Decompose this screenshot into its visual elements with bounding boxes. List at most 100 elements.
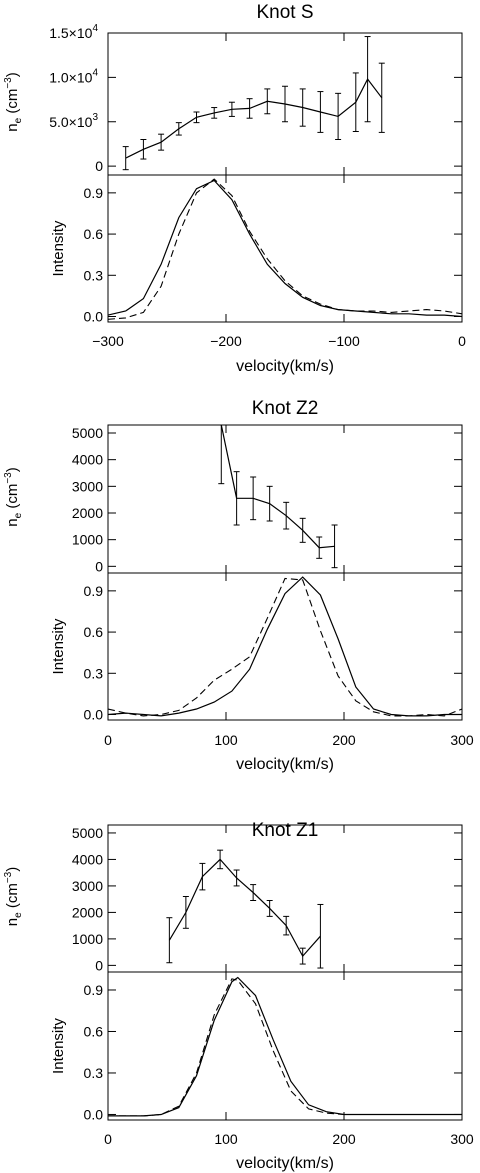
panel-title: Knot Z1 bbox=[252, 820, 319, 841]
intensity-plot: 0.0 0.3 0.6 0.9 0 100 200 300 Intensity bbox=[50, 572, 474, 748]
density-ytick-label: 3000 bbox=[72, 878, 103, 894]
density-errorbar bbox=[283, 501, 290, 530]
density-ytick-mantissa: 2000 bbox=[72, 904, 103, 920]
density-errorbar bbox=[166, 917, 173, 964]
intensity-frame bbox=[107, 174, 463, 323]
density-ylabel-exp: −3 bbox=[3, 472, 14, 484]
x-tick-label: 100 bbox=[214, 732, 238, 748]
density-errorbar bbox=[246, 98, 253, 119]
density-frame bbox=[107, 824, 463, 973]
density-ytick-mantissa: 3000 bbox=[72, 878, 103, 894]
density-ytick-label: 2000 bbox=[72, 505, 103, 521]
density-line bbox=[125, 77, 383, 159]
density-errorbar bbox=[211, 107, 218, 119]
density-ylabel-close: ) bbox=[4, 467, 21, 472]
density-ylabel-n: n bbox=[4, 123, 21, 131]
density-ylabel-exp: −3 bbox=[3, 871, 14, 883]
density-ytick-mantissa: 0 bbox=[95, 558, 103, 574]
density-ytick-label: 5000 bbox=[72, 425, 103, 441]
x-tick-label: 300 bbox=[450, 732, 474, 748]
density-ytick-label: 0 bbox=[95, 558, 103, 574]
density-ytick-label: 1.5×104 bbox=[49, 23, 98, 41]
density-errorbar bbox=[140, 139, 147, 160]
density-errorbar bbox=[317, 903, 324, 969]
density-errorbar bbox=[193, 111, 200, 124]
density-line bbox=[168, 858, 321, 958]
density-errorbar bbox=[199, 862, 206, 891]
density-errorbar bbox=[299, 947, 306, 965]
density-errorbar bbox=[233, 869, 240, 887]
density-ylabel-close: ) bbox=[4, 867, 21, 872]
density-ytick-mantissa: 5000 bbox=[72, 425, 103, 441]
density-line bbox=[220, 425, 335, 549]
density-errorbar bbox=[122, 146, 129, 171]
density-errorbar bbox=[317, 91, 324, 133]
density-ylabel-sub: e bbox=[13, 117, 24, 123]
density-ytick-mantissa: 1000 bbox=[72, 931, 103, 947]
density-ylabel-sub: e bbox=[13, 912, 24, 918]
density-frame bbox=[107, 424, 463, 574]
density-ytick-label: 0 bbox=[95, 158, 103, 174]
intensity-line-solid bbox=[108, 576, 462, 717]
density-ylabel: ne (cm−3) bbox=[3, 867, 24, 926]
density-plot: 0 1000 2000 3000 4000 5000 ne (cm−3) bbox=[3, 424, 463, 574]
density-ytick-label: 5.0×103 bbox=[49, 112, 98, 130]
density-ytick-label: 1000 bbox=[72, 931, 103, 947]
intensity-line-dashed bbox=[108, 978, 462, 1117]
intensity-ytick-label: 0.3 bbox=[84, 665, 104, 681]
density-ytick-mantissa: 1.0×10 bbox=[49, 69, 92, 85]
intensity-line-dashed bbox=[108, 178, 462, 320]
intensity-frame bbox=[107, 971, 463, 1121]
density-errorbar bbox=[331, 524, 338, 569]
density-ytick-mantissa: 1.5×10 bbox=[49, 25, 92, 41]
x-axis-label: velocity(km/s) bbox=[236, 756, 334, 773]
density-errorbar bbox=[335, 92, 342, 140]
x-tick-label: 0 bbox=[458, 333, 466, 349]
intensity-frame bbox=[107, 572, 463, 721]
intensity-ytick-label: 0.0 bbox=[84, 309, 104, 325]
intensity-plot: 0.0 0.3 0.6 0.9 0 100 200 300 Intensity bbox=[50, 971, 474, 1147]
density-errorbar bbox=[266, 485, 273, 522]
density-errorbar bbox=[250, 884, 257, 901]
intensity-ytick-label: 0.3 bbox=[84, 1065, 104, 1081]
density-errorbar bbox=[228, 101, 235, 117]
density-errorbar bbox=[175, 122, 182, 136]
x-tick-label: −100 bbox=[328, 333, 360, 349]
x-tick-label: 100 bbox=[214, 1131, 238, 1147]
density-ylabel-unit: (cm bbox=[4, 484, 21, 513]
density-errorbar bbox=[182, 896, 189, 929]
density-ytick-mantissa: 4000 bbox=[72, 851, 103, 867]
density-errorbar bbox=[233, 471, 240, 526]
density-ytick-label: 2000 bbox=[72, 904, 103, 920]
intensity-plot: 0.0 0.3 0.6 0.9 −300 −200 −100 0 Intensity bbox=[50, 174, 466, 349]
intensity-ytick-label: 0.0 bbox=[84, 1106, 104, 1122]
density-errorbar bbox=[283, 915, 290, 936]
density-errorbar bbox=[264, 88, 271, 115]
density-errorbar bbox=[250, 476, 257, 521]
density-ylabel-close: ) bbox=[4, 72, 21, 77]
panel-title: Knot Z2 bbox=[252, 398, 319, 419]
density-errorbar bbox=[299, 88, 306, 127]
density-errorbar bbox=[266, 899, 273, 917]
density-ytick-mantissa: 0 bbox=[95, 158, 103, 174]
density-errorbar bbox=[158, 133, 165, 151]
density-ytick-mantissa: 2000 bbox=[72, 505, 103, 521]
intensity-ytick-label: 0.9 bbox=[84, 982, 104, 998]
x-tick-label: 200 bbox=[332, 732, 356, 748]
density-ytick-mantissa: 5000 bbox=[72, 825, 103, 841]
density-ylabel-unit: (cm bbox=[4, 89, 21, 118]
density-ytick-mantissa: 3000 bbox=[72, 478, 103, 494]
density-ytick-label: 1.0×104 bbox=[49, 67, 98, 85]
intensity-ytick-label: 0.6 bbox=[84, 624, 104, 640]
intensity-ylabel: Intensity bbox=[50, 220, 67, 276]
intensity-line-dashed bbox=[108, 577, 462, 717]
density-ylabel-n: n bbox=[4, 918, 21, 926]
density-errorbar bbox=[352, 72, 359, 133]
intensity-ylabel: Intensity bbox=[50, 1018, 67, 1074]
panel-title: Knot S bbox=[256, 2, 313, 23]
intensity-ytick-label: 0.0 bbox=[84, 707, 104, 723]
